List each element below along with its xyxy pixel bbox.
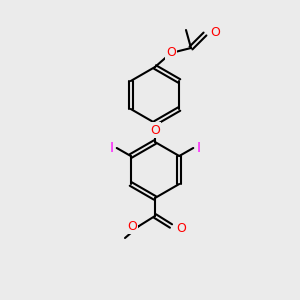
Text: O: O	[210, 26, 220, 38]
Text: O: O	[127, 220, 137, 232]
Text: I: I	[110, 141, 114, 155]
Text: O: O	[166, 46, 176, 59]
Text: O: O	[150, 124, 160, 136]
Text: O: O	[176, 221, 186, 235]
Text: I: I	[196, 141, 200, 155]
